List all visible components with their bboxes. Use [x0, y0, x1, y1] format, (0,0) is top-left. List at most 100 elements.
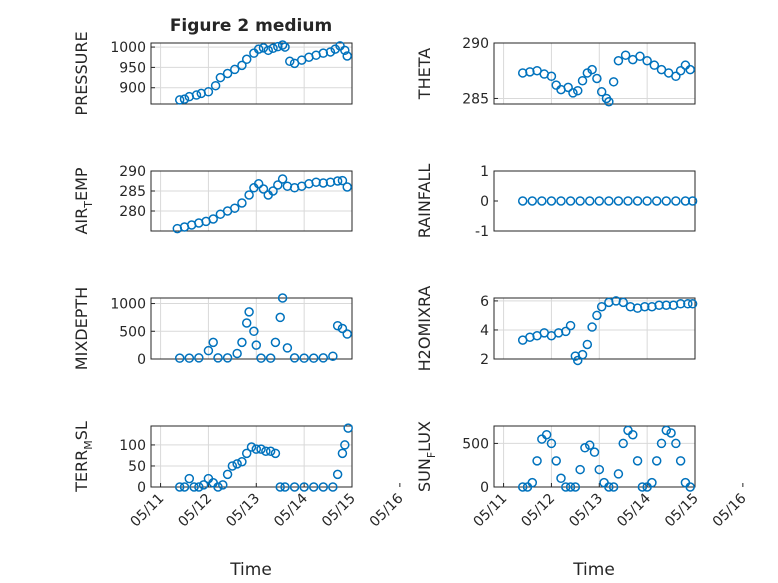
x-tick-label: 05/14 — [271, 490, 311, 530]
data-point — [661, 425, 672, 436]
data-point — [592, 310, 602, 321]
data-point — [608, 482, 619, 492]
data-point — [253, 44, 264, 54]
y-tick-label: 500 — [462, 436, 489, 452]
data-point — [661, 300, 672, 311]
data-point — [642, 55, 652, 66]
data-point — [258, 43, 269, 53]
data-point — [342, 182, 352, 192]
data-point — [587, 64, 597, 75]
data-point — [222, 353, 233, 363]
x-tick-label: 05/11 — [128, 491, 168, 531]
x-tick-label: 05/16 — [367, 490, 407, 530]
y-tick-label: 500 — [119, 324, 146, 340]
data-point — [623, 196, 633, 206]
data-point — [198, 480, 209, 490]
data-point — [237, 457, 247, 467]
data-point — [311, 177, 321, 187]
data-point — [570, 482, 581, 492]
data-point — [584, 196, 595, 206]
axes-box — [493, 425, 696, 488]
data-point — [613, 196, 624, 206]
y-tick-label: 290 — [119, 164, 146, 180]
y-tick-label: 1000 — [110, 40, 146, 56]
data-point — [604, 97, 614, 107]
data-point — [249, 326, 259, 337]
data-point — [596, 301, 607, 312]
data-point — [584, 440, 595, 450]
data-point — [194, 353, 204, 363]
y-tick-label: 0 — [137, 480, 146, 496]
data-point — [628, 429, 638, 440]
data-point — [632, 196, 643, 206]
data-point — [517, 482, 528, 492]
y-tick-label: 280 — [119, 204, 146, 220]
data-point — [289, 482, 300, 492]
data-point — [618, 297, 628, 308]
data-point — [604, 482, 614, 492]
x-axis-label-right: Time — [572, 560, 615, 580]
x-tick-label: 05/12 — [518, 491, 558, 531]
y-tick-label: 0 — [137, 352, 146, 368]
y-tick-label: -1 — [475, 224, 489, 240]
data-point — [340, 440, 350, 450]
data-point — [244, 190, 254, 200]
plot-area — [494, 298, 695, 359]
data-point — [683, 299, 693, 309]
data-point — [594, 464, 605, 475]
data-point — [230, 203, 240, 213]
data-point — [237, 198, 247, 208]
plot-area — [494, 171, 695, 231]
data-point — [213, 482, 223, 492]
data-point — [620, 50, 631, 60]
x-axis-label-left: Time — [229, 560, 272, 580]
data-point — [608, 77, 619, 87]
data-point — [680, 196, 691, 206]
data-point — [191, 90, 202, 100]
data-point — [632, 456, 643, 466]
data-point — [565, 320, 576, 331]
data-point — [328, 351, 338, 361]
data-point — [675, 456, 686, 466]
data-point — [174, 95, 185, 105]
data-point — [179, 94, 190, 104]
y-axis-label: THETA — [415, 48, 434, 100]
data-point — [337, 175, 348, 186]
data-point — [256, 444, 266, 454]
subplot-8: 0 500 05/11 05/12 05/13 05/14 05/15 05/16 SUNFLU… — [415, 421, 750, 530]
y-tick-label: 2 — [480, 352, 489, 368]
data-point — [213, 353, 223, 363]
data-point — [587, 322, 597, 332]
data-point — [273, 41, 283, 52]
data-point — [265, 446, 276, 456]
data-point — [687, 196, 698, 206]
data-point — [174, 482, 185, 492]
data-point — [577, 349, 588, 360]
data-point — [328, 482, 338, 492]
data-point — [573, 355, 583, 366]
data-point — [277, 40, 288, 50]
data-point — [318, 178, 329, 188]
subplot-7: 0 50 100 05/11 05/12 05/13 05/14 05/15 05/16 TERR… — [72, 421, 407, 530]
data-point — [289, 353, 300, 363]
axes-box — [150, 297, 353, 360]
data-point — [563, 82, 573, 93]
subplot-2: 285 290 THETA — [415, 36, 696, 107]
data-point — [285, 56, 295, 67]
figure-title: Figure 2 medium — [170, 16, 332, 36]
data-point — [256, 353, 266, 363]
data-point — [184, 473, 195, 484]
data-point — [308, 482, 319, 492]
data-point — [210, 80, 221, 91]
data-point — [613, 55, 624, 66]
y-tick-label: 100 — [119, 438, 146, 454]
y-tick-label: 950 — [119, 60, 146, 76]
data-point — [573, 85, 583, 96]
data-point — [337, 323, 348, 334]
data-point — [604, 196, 614, 206]
x-tick-label: 05/15 — [662, 491, 702, 531]
data-point — [575, 196, 585, 206]
data-point — [685, 64, 695, 75]
data-point — [244, 307, 254, 317]
data-point — [527, 196, 538, 206]
